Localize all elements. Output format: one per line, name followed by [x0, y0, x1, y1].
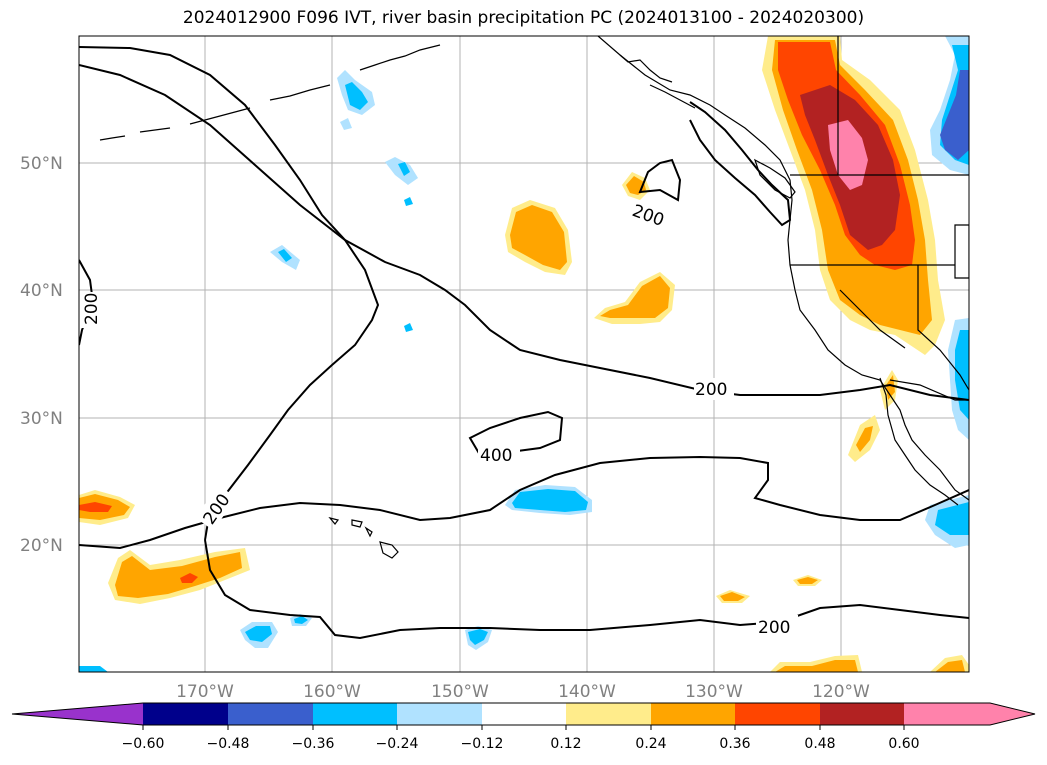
colorbar-segment — [735, 703, 820, 725]
lon-label: 140°W — [558, 682, 616, 702]
colorbar-tick-label: 0.12 — [550, 736, 581, 752]
colorbar-segment — [397, 703, 482, 725]
precip-shading — [79, 36, 969, 672]
map-panel: 200 200 200 400 200 200 — [78, 35, 970, 673]
contour-label: 200 — [695, 380, 727, 400]
colorbar-tick-label: −0.24 — [376, 736, 419, 752]
colorbar-tick-label: 0.24 — [635, 736, 666, 752]
lat-label: 20°N — [20, 536, 63, 556]
colorbar-tick-label: 0.48 — [804, 736, 835, 752]
lon-label: 160°W — [303, 682, 361, 702]
colorbar-tick-label: −0.36 — [292, 736, 335, 752]
colorbar-segment — [228, 703, 313, 725]
contour-label: 200 — [82, 293, 102, 325]
contour-label: 200 — [758, 618, 790, 638]
lon-label: 150°W — [431, 682, 489, 702]
colorbar-segment — [313, 703, 397, 725]
colorbar-tick-label: −0.48 — [207, 736, 250, 752]
coastlines — [99, 36, 969, 559]
colorbar-segment — [820, 703, 904, 725]
colorbar-tick-label: −0.12 — [461, 736, 504, 752]
map-title: 2024012900 F096 IVT, river basin precipi… — [182, 8, 865, 28]
colorbar-tick-label: −0.60 — [122, 736, 165, 752]
colorbar-min-extend — [12, 703, 143, 725]
colorbar-segment — [482, 703, 566, 725]
lon-label: 130°W — [685, 682, 743, 702]
ivt-contours — [79, 46, 969, 640]
colorbar-segment — [566, 703, 651, 725]
lon-labels: 170°W 160°W 150°W 140°W 130°W 120°W — [176, 682, 870, 702]
colorbar-max-extend — [904, 703, 1035, 725]
contour-label: 400 — [480, 446, 512, 466]
colorbar-segment — [651, 703, 735, 725]
map-frame — [78, 35, 970, 673]
colorbar-tick-label: 0.36 — [719, 736, 750, 752]
lat-label: 30°N — [20, 409, 63, 429]
lat-labels: 50°N 40°N 30°N 20°N — [20, 154, 63, 556]
lat-label: 40°N — [20, 281, 63, 301]
colorbar: −0.60 −0.48 −0.36 −0.24 −0.12 0.12 0.24 … — [11, 702, 1036, 752]
lon-label: 120°W — [812, 682, 870, 702]
lat-label: 50°N — [20, 154, 63, 174]
lon-label: 170°W — [176, 682, 234, 702]
colorbar-tick-label: 0.60 — [888, 736, 919, 752]
colorbar-segment — [143, 703, 228, 725]
